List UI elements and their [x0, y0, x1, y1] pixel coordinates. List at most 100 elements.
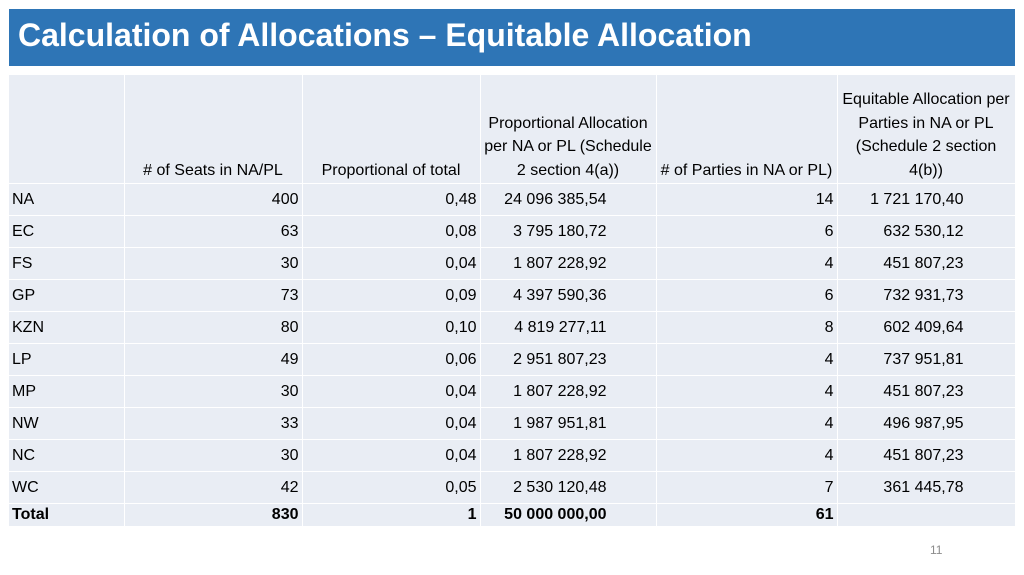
- equitable-allocation-cell-value: 496 987,95: [883, 414, 964, 432]
- proportion-cell: 0,08: [302, 215, 481, 248]
- region-cell: EC: [9, 215, 125, 248]
- proportional-allocation-cell-value: 1 987 951,81: [513, 414, 607, 432]
- table-row: FS 30 0,04 1 807 228,92 4 451 807,23: [9, 247, 1016, 280]
- region-cell: NW: [9, 407, 125, 440]
- page-number: 11: [930, 543, 943, 557]
- header-cell-proportional-allocation: Proportional Allocation per NA or PL (Sc…: [480, 75, 657, 184]
- region-cell: LP: [9, 343, 125, 376]
- title-bar: Calculation of Allocations – Equitable A…: [9, 9, 1015, 66]
- equitable-allocation-cell-value: 732 931,73: [883, 286, 964, 304]
- parties-cell: 4: [656, 247, 838, 280]
- proportion-cell: 0,05: [302, 471, 481, 504]
- header-cell-region: [9, 75, 125, 184]
- parties-cell: 8: [656, 311, 838, 344]
- equitable-allocation-cell-value: 602 409,64: [883, 318, 964, 336]
- region-cell: FS: [9, 247, 125, 280]
- proportional-allocation-cell-value: 1 807 228,92: [513, 254, 607, 272]
- proportional-allocation-cell: 24 096 385,54: [480, 183, 657, 216]
- proportional-allocation-cell: 50 000 000,00: [480, 503, 657, 527]
- equitable-allocation-cell: 1 721 170,40: [837, 183, 1016, 216]
- proportional-allocation-cell-value: 1 807 228,92: [513, 382, 607, 400]
- equitable-allocation-cell-value: 632 530,12: [883, 222, 964, 240]
- parties-cell: 61: [656, 503, 838, 527]
- table-row: NW 33 0,04 1 987 951,81 4 496 987,95: [9, 407, 1016, 440]
- table-row: NA 400 0,48 24 096 385,54 14 1 721 170,40: [9, 183, 1016, 216]
- proportional-allocation-cell: 2 951 807,23: [480, 343, 657, 376]
- parties-cell: 14: [656, 183, 838, 216]
- equitable-allocation-cell: 732 931,73: [837, 279, 1016, 312]
- proportion-cell: 1: [302, 503, 481, 527]
- seats-cell: 33: [124, 407, 303, 440]
- header-cell-seats: # of Seats in NA/PL: [124, 75, 303, 184]
- proportion-cell: 0,04: [302, 439, 481, 472]
- proportion-cell: 0,04: [302, 247, 481, 280]
- proportion-cell: 0,06: [302, 343, 481, 376]
- seats-cell: 30: [124, 247, 303, 280]
- region-cell: MP: [9, 375, 125, 408]
- table-row: GP 73 0,09 4 397 590,36 6 732 931,73: [9, 279, 1016, 312]
- table-row: WC 42 0,05 2 530 120,48 7 361 445,78: [9, 471, 1016, 504]
- header-cell-proportion: Proportional of total: [302, 75, 481, 184]
- proportional-allocation-cell-value: 4 397 590,36: [513, 286, 607, 304]
- table-row: EC 63 0,08 3 795 180,72 6 632 530,12: [9, 215, 1016, 248]
- proportional-allocation-cell-value: 1 807 228,92: [513, 446, 607, 464]
- region-cell: KZN: [9, 311, 125, 344]
- equitable-allocation-cell: 451 807,23: [837, 247, 1016, 280]
- seats-cell: 49: [124, 343, 303, 376]
- proportional-allocation-cell-value: 50 000 000,00: [504, 506, 607, 523]
- proportional-allocation-cell-value: 2 530 120,48: [513, 478, 607, 496]
- equitable-allocation-cell: 361 445,78: [837, 471, 1016, 504]
- proportional-allocation-cell-value: 2 951 807,23: [513, 350, 607, 368]
- region-cell: GP: [9, 279, 125, 312]
- proportion-cell: 0,48: [302, 183, 481, 216]
- region-cell: Total: [9, 503, 125, 527]
- proportion-cell: 0,10: [302, 311, 481, 344]
- table-row: MP 30 0,04 1 807 228,92 4 451 807,23: [9, 375, 1016, 408]
- proportional-allocation-cell: 3 795 180,72: [480, 215, 657, 248]
- proportional-allocation-cell-value: 24 096 385,54: [504, 190, 607, 208]
- region-cell: WC: [9, 471, 125, 504]
- equitable-allocation-cell: 602 409,64: [837, 311, 1016, 344]
- equitable-allocation-cell-value: 1 721 170,40: [870, 190, 964, 208]
- equitable-allocation-cell: 496 987,95: [837, 407, 1016, 440]
- parties-cell: 6: [656, 215, 838, 248]
- equitable-allocation-cell: 737 951,81: [837, 343, 1016, 376]
- table-row: LP 49 0,06 2 951 807,23 4 737 951,81: [9, 343, 1016, 376]
- proportional-allocation-cell: 4 819 277,11: [480, 311, 657, 344]
- equitable-allocation-cell: 451 807,23: [837, 439, 1016, 472]
- allocation-table: # of Seats in NA/PL Proportional of tota…: [9, 75, 1016, 527]
- proportion-cell: 0,04: [302, 375, 481, 408]
- equitable-allocation-cell-value: 361 445,78: [883, 478, 964, 496]
- total-row: Total 830 1 50 000 000,00 61: [9, 503, 1016, 527]
- parties-cell: 4: [656, 343, 838, 376]
- equitable-allocation-cell: [837, 503, 1016, 527]
- proportion-cell: 0,04: [302, 407, 481, 440]
- equitable-allocation-cell-value: 451 807,23: [883, 254, 964, 272]
- seats-cell: 80: [124, 311, 303, 344]
- parties-cell: 4: [656, 439, 838, 472]
- seats-cell: 63: [124, 215, 303, 248]
- seats-cell: 73: [124, 279, 303, 312]
- equitable-allocation-cell-value: 451 807,23: [883, 382, 964, 400]
- region-cell: NC: [9, 439, 125, 472]
- seats-cell: 30: [124, 375, 303, 408]
- proportional-allocation-cell-value: 3 795 180,72: [513, 222, 607, 240]
- seats-cell: 30: [124, 439, 303, 472]
- parties-cell: 6: [656, 279, 838, 312]
- equitable-allocation-cell-value: 737 951,81: [883, 350, 964, 368]
- table-row: KZN 80 0,10 4 819 277,11 8 602 409,64: [9, 311, 1016, 344]
- equitable-allocation-cell: 632 530,12: [837, 215, 1016, 248]
- proportional-allocation-cell-value: 4 819 277,11: [514, 318, 607, 336]
- table-header-row: # of Seats in NA/PL Proportional of tota…: [9, 75, 1016, 184]
- proportional-allocation-cell: 2 530 120,48: [480, 471, 657, 504]
- slide-title: Calculation of Allocations – Equitable A…: [18, 17, 752, 53]
- seats-cell: 42: [124, 471, 303, 504]
- proportion-cell: 0,09: [302, 279, 481, 312]
- proportional-allocation-cell: 1 987 951,81: [480, 407, 657, 440]
- proportional-allocation-cell: 4 397 590,36: [480, 279, 657, 312]
- equitable-allocation-cell-value: 451 807,23: [883, 446, 964, 464]
- parties-cell: 7: [656, 471, 838, 504]
- proportional-allocation-cell: 1 807 228,92: [480, 375, 657, 408]
- header-cell-equitable-allocation: Equitable Allocation per Parties in NA o…: [837, 75, 1016, 184]
- proportional-allocation-cell: 1 807 228,92: [480, 439, 657, 472]
